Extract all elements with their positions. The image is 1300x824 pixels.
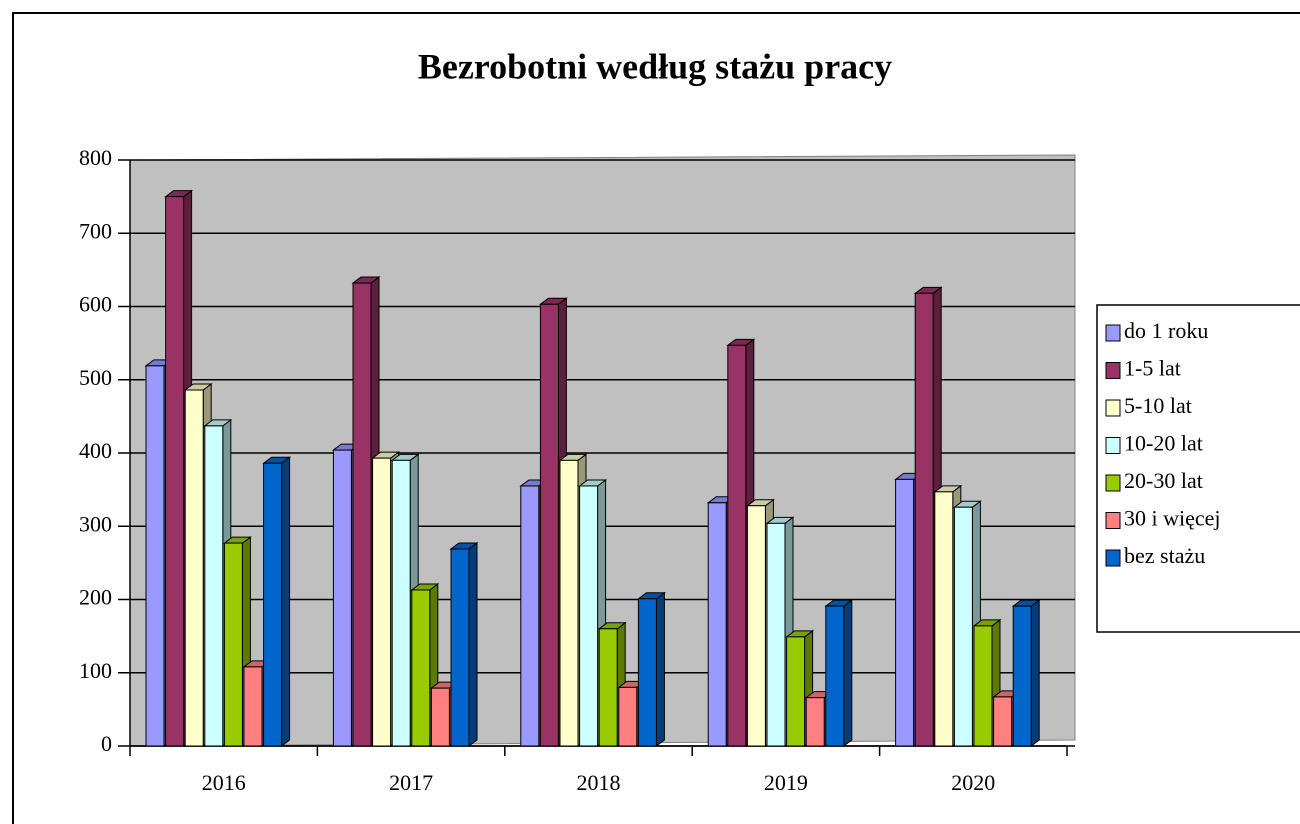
chart-title: Bezrobotni według stażu pracy: [418, 46, 892, 86]
bar: [825, 605, 845, 747]
bar: [165, 196, 185, 747]
y-tick-label: 200: [79, 585, 112, 610]
legend-label: do 1 roku: [1124, 318, 1208, 343]
bar: [450, 548, 470, 747]
legend-swatch: [1105, 324, 1121, 342]
bar: [618, 686, 638, 747]
y-tick-label: 800: [79, 145, 112, 170]
bar: [707, 502, 727, 747]
x-tick-label: 2020: [951, 770, 995, 795]
bar: [430, 687, 450, 747]
bar: [934, 491, 954, 747]
legend-swatch: [1105, 512, 1121, 529]
bar: [332, 449, 352, 747]
legend-label: 5-10 lat: [1124, 393, 1192, 418]
bar: [727, 344, 747, 747]
legend-swatch: [1105, 399, 1121, 417]
bar: [805, 697, 825, 747]
bar: [786, 636, 806, 747]
bar: [559, 459, 579, 747]
legend-label: 20-30 lat: [1124, 468, 1203, 493]
bar: [953, 506, 973, 747]
bar: [539, 303, 559, 747]
bar-side: [468, 541, 478, 747]
legend-box: [1096, 304, 1300, 633]
y-tick-label: 0: [101, 731, 112, 756]
legend-swatch: [1105, 549, 1121, 567]
legend-label: 10-20 lat: [1124, 431, 1203, 456]
bar: [766, 522, 786, 747]
bar-side: [843, 599, 853, 747]
bar: [391, 459, 411, 747]
bar: [243, 666, 263, 747]
legend-swatch: [1105, 362, 1121, 379]
bar: [973, 625, 993, 747]
legend-swatch: [1105, 437, 1121, 454]
y-tick-label: 300: [79, 511, 112, 536]
bar-side: [1030, 599, 1040, 747]
bar: [352, 282, 372, 747]
bar: [579, 485, 599, 747]
y-tick-label: 400: [79, 438, 112, 463]
y-tick-label: 700: [79, 218, 112, 243]
bar-side: [281, 456, 291, 747]
y-tick-label: 600: [79, 292, 112, 317]
y-tick-label: 500: [79, 365, 112, 390]
bar: [184, 389, 204, 747]
bar: [1012, 605, 1032, 747]
x-tick-label: 2017: [389, 770, 433, 795]
x-tick-label: 2016: [202, 770, 246, 795]
legend-swatch: [1105, 474, 1121, 492]
bar: [223, 542, 243, 747]
bar: [204, 425, 224, 747]
x-tick-label: 2019: [764, 770, 808, 795]
legend-label: 30 i więcej: [1124, 506, 1221, 531]
bar: [895, 478, 915, 747]
bar: [263, 462, 283, 747]
y-tick-label: 100: [79, 658, 112, 683]
bar: [914, 292, 934, 747]
bar: [520, 485, 540, 747]
legend-label: bez stażu: [1124, 543, 1205, 568]
bar: [746, 505, 766, 747]
bar: [598, 628, 618, 747]
bar: [637, 598, 657, 747]
bar: [372, 457, 392, 747]
legend-label: 1-5 lat: [1124, 356, 1181, 381]
x-tick-label: 2018: [577, 770, 621, 795]
bar: [411, 589, 431, 747]
bar: [993, 696, 1013, 747]
bar: [145, 365, 165, 747]
bar-side: [655, 591, 665, 747]
